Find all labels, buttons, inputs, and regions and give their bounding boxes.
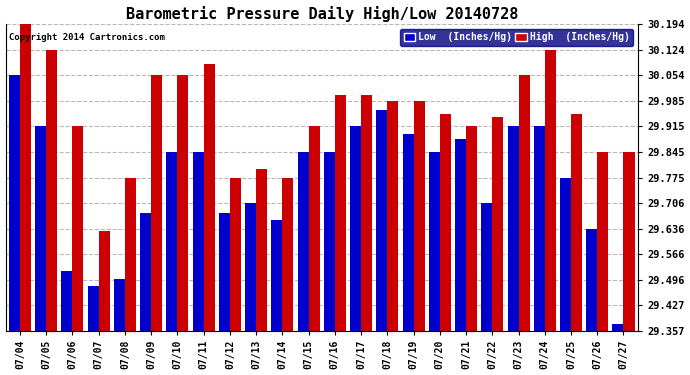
Bar: [361, 95, 372, 331]
Bar: [387, 101, 398, 331]
Bar: [140, 213, 151, 331]
Text: Copyright 2014 Cartronics.com: Copyright 2014 Cartronics.com: [9, 33, 165, 42]
Bar: [230, 178, 241, 331]
Bar: [492, 117, 503, 331]
Bar: [413, 101, 424, 331]
Bar: [466, 126, 477, 331]
Bar: [282, 178, 293, 331]
Bar: [271, 220, 282, 331]
Bar: [534, 126, 545, 331]
Bar: [193, 152, 204, 331]
Bar: [35, 126, 46, 331]
Bar: [308, 126, 319, 331]
Bar: [219, 213, 230, 331]
Bar: [151, 75, 162, 331]
Bar: [99, 231, 110, 331]
Bar: [256, 169, 267, 331]
Bar: [598, 152, 609, 331]
Bar: [440, 114, 451, 331]
Bar: [508, 126, 518, 331]
Bar: [245, 203, 256, 331]
Bar: [114, 279, 125, 331]
Bar: [428, 152, 440, 331]
Bar: [545, 50, 555, 331]
Bar: [586, 229, 598, 331]
Bar: [177, 75, 188, 331]
Bar: [571, 114, 582, 331]
Bar: [481, 203, 492, 331]
Bar: [166, 152, 177, 331]
Bar: [88, 286, 99, 331]
Bar: [335, 95, 346, 331]
Bar: [402, 134, 413, 331]
Bar: [20, 24, 31, 331]
Bar: [376, 110, 387, 331]
Bar: [204, 64, 215, 331]
Bar: [560, 178, 571, 331]
Bar: [455, 139, 466, 331]
Bar: [297, 152, 308, 331]
Legend: Low  (Inches/Hg), High  (Inches/Hg): Low (Inches/Hg), High (Inches/Hg): [400, 29, 633, 46]
Bar: [324, 152, 335, 331]
Bar: [72, 126, 83, 331]
Bar: [46, 50, 57, 331]
Title: Barometric Pressure Daily High/Low 20140728: Barometric Pressure Daily High/Low 20140…: [126, 6, 518, 21]
Bar: [125, 178, 136, 331]
Bar: [61, 271, 72, 331]
Bar: [613, 324, 624, 331]
Bar: [9, 75, 20, 331]
Bar: [624, 152, 635, 331]
Bar: [350, 126, 361, 331]
Bar: [518, 75, 529, 331]
